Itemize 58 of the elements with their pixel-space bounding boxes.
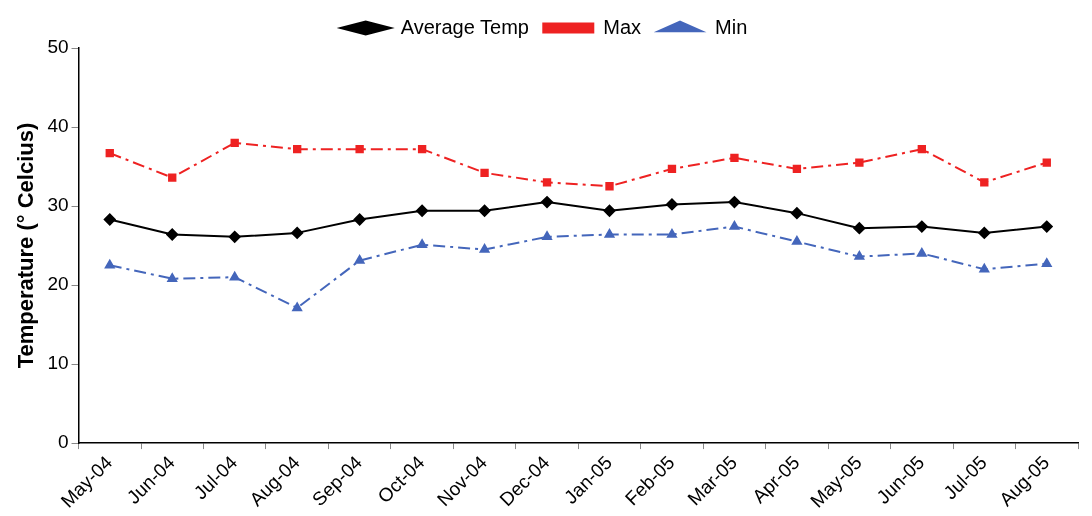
point [665,198,678,211]
point [1041,258,1052,267]
point [417,144,427,154]
point [853,222,866,235]
point [228,230,241,243]
point [353,213,366,226]
point [917,144,927,154]
point [980,178,989,187]
point [979,263,990,273]
point [790,207,803,220]
point [730,153,739,163]
y-tick-label: 40 [47,115,69,137]
y-tick-label: 0 [57,431,69,453]
point [667,164,677,174]
legend-label: Average Temp [400,15,529,38]
point [292,144,302,154]
point [978,226,991,239]
y-tick-label: 50 [47,36,69,58]
point [230,138,239,147]
point [855,158,864,167]
y-tick-label: 30 [47,194,69,216]
point [479,243,490,253]
point [103,213,116,226]
point [355,144,364,154]
point [542,178,552,187]
point [478,204,491,217]
point [542,231,552,241]
y-axis-title: Temperature (° Celcius) [13,122,39,369]
point [168,173,177,182]
point [291,226,304,239]
point [416,204,429,217]
y-tick-label: 10 [47,352,69,374]
legend-label: Max [603,15,642,38]
point [915,220,928,233]
point [604,228,615,238]
point [167,273,178,282]
legend-label: Min [715,15,748,38]
point [728,196,741,209]
point [292,302,303,312]
point [916,247,927,257]
point [729,221,740,230]
point [105,148,114,158]
point [792,164,802,174]
y-tick-label: 20 [47,273,69,295]
point [667,228,677,238]
point [854,251,865,260]
point [417,239,427,248]
point [792,236,802,245]
point [605,182,614,191]
point [229,271,240,281]
point [480,168,489,178]
point [1040,220,1053,233]
point [354,255,365,264]
point [104,259,115,269]
point [1042,158,1051,167]
point [603,204,616,217]
point [166,228,179,241]
point [541,196,554,209]
